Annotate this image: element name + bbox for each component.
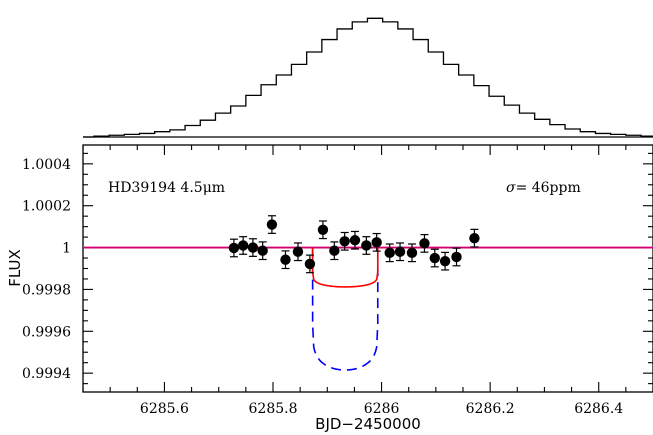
shallow-transit-model-curve xyxy=(311,247,379,288)
data-point xyxy=(371,232,382,252)
data-point-marker xyxy=(247,242,259,253)
data-point-marker xyxy=(406,247,418,259)
data-point xyxy=(317,220,329,240)
y-tick-label: 0.9998 xyxy=(22,282,71,298)
data-point xyxy=(451,247,462,267)
data-point-marker xyxy=(339,236,350,247)
data-point-marker xyxy=(329,245,340,256)
deep-transit-model-curve xyxy=(311,247,379,371)
x-tick-label: 6285.6 xyxy=(140,401,189,417)
data-point-marker xyxy=(394,246,406,257)
y-tick-label: 0.9994 xyxy=(22,366,71,382)
data-point xyxy=(439,251,451,271)
data-point-marker xyxy=(469,232,480,244)
data-point-marker xyxy=(361,240,372,251)
y-tick-label: 1.0004 xyxy=(22,157,71,173)
data-point-marker xyxy=(371,237,382,248)
data-point-marker xyxy=(439,255,451,267)
data-point-marker xyxy=(317,224,329,235)
data-point xyxy=(406,243,418,263)
y-tick-label: 1 xyxy=(62,241,71,257)
data-point xyxy=(361,236,372,255)
lightcurve-panel: 6285.6 6285.8 6286 6286.2 6286.4 0.99940.999… xyxy=(6,144,653,433)
data-point-marker xyxy=(419,238,430,249)
annotation-sigma-text: = 46ppm xyxy=(516,180,581,196)
x-tick-label: 6286 xyxy=(364,401,400,417)
data-point-marker xyxy=(228,242,240,254)
data-point-marker xyxy=(349,235,361,246)
data-point-marker xyxy=(304,258,316,270)
data-point xyxy=(469,228,480,248)
y-axis-title: FLUX xyxy=(6,249,24,287)
data-point xyxy=(292,242,304,262)
y-tick-labels: 0.9994 0.9996 0.9998 1 1.0002 1.0004 xyxy=(22,157,71,382)
data-point xyxy=(394,242,406,262)
data-point xyxy=(237,236,249,255)
annotation-target-unit: μm xyxy=(203,180,225,196)
data-point xyxy=(280,250,291,270)
x-tick-label: 6286.4 xyxy=(574,401,623,417)
data-point-marker xyxy=(237,240,249,251)
histogram-outline xyxy=(83,17,653,138)
data-point-marker xyxy=(266,219,278,230)
histogram-panel xyxy=(83,17,653,138)
data-point-marker xyxy=(451,251,462,263)
data-point-marker xyxy=(384,247,395,259)
annotation-target: HD39194 4.5μm xyxy=(108,180,225,196)
data-point xyxy=(429,248,440,268)
data-point-marker xyxy=(292,246,304,257)
data-point xyxy=(329,241,340,261)
axis-ticks xyxy=(82,145,653,392)
x-axis-title: BJD−2450000 xyxy=(315,415,421,433)
y-tick-label: 1.0002 xyxy=(22,199,71,215)
data-point xyxy=(339,231,350,251)
annotation-sigma-symbol: σ xyxy=(506,180,516,196)
x-tick-labels: 6285.6 6285.8 6286 6286.2 6286.4 xyxy=(140,401,623,417)
data-point xyxy=(257,241,268,261)
data-point xyxy=(349,230,361,250)
x-tick-label: 6286.2 xyxy=(466,401,515,417)
data-point-marker xyxy=(280,254,291,265)
data-point xyxy=(266,215,278,234)
data-point xyxy=(247,238,259,257)
data-point xyxy=(384,243,395,263)
data-point xyxy=(304,254,316,274)
data-point xyxy=(419,233,430,253)
data-points xyxy=(228,215,480,274)
data-point-marker xyxy=(429,252,440,264)
annotation-sigma: σ= 46ppm xyxy=(506,180,581,196)
data-point-marker xyxy=(257,245,268,256)
y-tick-label: 0.9996 xyxy=(22,324,71,340)
data-point xyxy=(228,238,240,258)
x-tick-label: 6285.8 xyxy=(249,401,298,417)
annotation-target-label: HD39194 4.5 xyxy=(108,180,203,196)
